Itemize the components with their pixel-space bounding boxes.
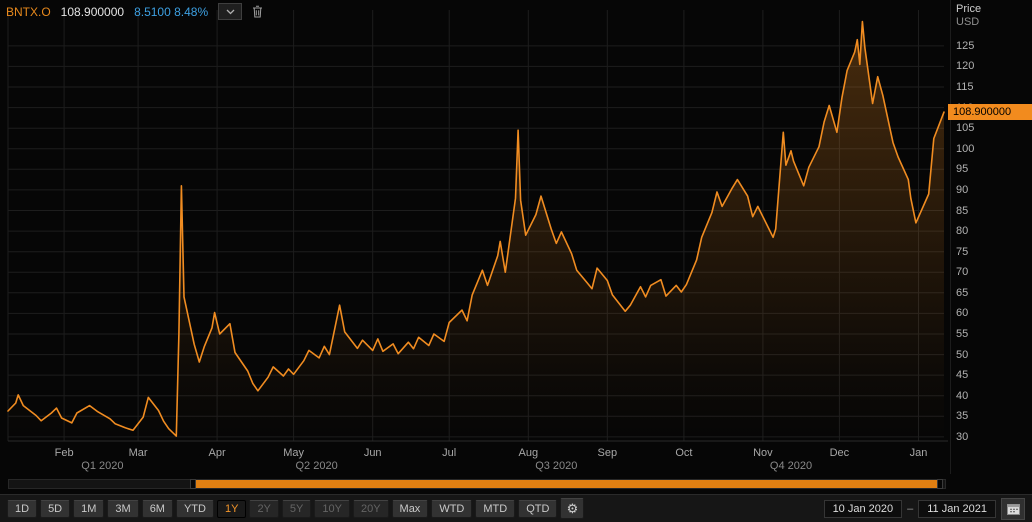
y-axis-tick-label: 55 (956, 327, 969, 340)
y-axis-tick-label: 90 (956, 183, 969, 196)
scrollbar-selected-range[interactable] (192, 480, 940, 488)
change-value: 8.5100 (134, 4, 171, 19)
price-change: 8.5100 8.48% (134, 5, 208, 19)
x-axis-month-label: Jul (442, 447, 456, 459)
time-range-scrollbar[interactable] (8, 479, 946, 489)
y-axis-tick-label: 105 (956, 122, 975, 135)
date-to-input[interactable]: 11 Jan 2021 (918, 499, 996, 518)
period-button-2y: 2Y (249, 499, 279, 518)
change-percent: 8.48% (174, 4, 209, 19)
period-button-1d[interactable]: 1D (7, 499, 38, 518)
y-axis-tick-label: 75 (956, 245, 969, 258)
chart-settings-button[interactable]: ⚙ (560, 498, 585, 519)
period-button-5d[interactable]: 5D (40, 499, 71, 518)
period-toolbar: 1D 5D 1M 3M 6M YTD 1Y 2Y 5Y 10Y 20Y Max WTD MTD QTD ⚙ … (0, 494, 1032, 522)
calendar-button[interactable] (1001, 497, 1025, 520)
x-axis-month-label: Aug (519, 447, 539, 459)
x-axis-month-label: Sep (598, 447, 618, 459)
axis-currency-label: USD (956, 16, 980, 28)
axis-price-label: Price (956, 3, 982, 15)
period-button-wtd[interactable]: WTD (431, 499, 473, 518)
period-button-10y: 10Y (314, 499, 350, 518)
period-button-1m[interactable]: 1M (73, 499, 105, 518)
scrollbar-right-handle[interactable] (937, 479, 944, 489)
price-axis[interactable]: Price USD 108.900000 30 35 40 45 50 55 60 65 70 7… (948, 0, 1032, 474)
series-line (7, 20, 945, 437)
scrollbar-left-handle[interactable] (190, 479, 197, 489)
date-range-separator: – (907, 502, 914, 515)
x-axis-month-label: Jun (364, 447, 382, 459)
period-button-ytd[interactable]: YTD (175, 499, 214, 518)
gear-icon: ⚙ (566, 500, 579, 516)
period-button-3m[interactable]: 3M (107, 499, 139, 518)
y-axis-tick-label: 45 (956, 369, 969, 382)
y-axis-tick-label: 80 (956, 225, 969, 238)
y-axis-tick-label: 30 (956, 430, 969, 443)
instrument-legend: BNTX.O 108.900000 8.5100 8.48% (6, 3, 263, 20)
y-axis-tick-label: 100 (956, 142, 975, 155)
y-axis-tick-label: 120 (956, 60, 975, 73)
period-button-max[interactable]: Max (391, 499, 429, 518)
trash-icon (253, 5, 263, 18)
period-button-5y: 5Y (281, 499, 312, 518)
y-axis-tick-label: 70 (956, 266, 969, 279)
y-axis-tick-label: 50 (956, 348, 969, 361)
x-axis-quarter-label: Q2 2020 (295, 460, 337, 472)
period-button-mtd[interactable]: MTD (475, 499, 516, 518)
y-axis-tick-label: 60 (956, 307, 969, 320)
x-axis-month-label: Apr (209, 447, 226, 459)
period-button-6m[interactable]: 6M (141, 499, 173, 518)
y-axis-tick-label: 95 (956, 163, 969, 176)
period-button-20y: 20Y (352, 499, 389, 518)
legend-dropdown-button[interactable] (218, 3, 243, 20)
calendar-icon (1006, 503, 1020, 515)
last-price-tag: 108.900000 (948, 104, 1032, 121)
period-button-group: 1D 5D 1M 3M 6M YTD 1Y 2Y 5Y 10Y 20Y Max WTD MTD QTD (7, 499, 558, 518)
y-axis-tick-label: 85 (956, 204, 969, 217)
x-axis-quarter-label: Q4 2020 (770, 460, 812, 472)
delete-series-button[interactable] (252, 5, 263, 18)
instrument-symbol: BNTX.O (6, 4, 51, 19)
x-axis-quarter-label: Q1 2020 (81, 460, 123, 472)
y-axis-tick-label: 40 (956, 389, 969, 402)
chevron-down-icon (226, 9, 235, 14)
x-axis-month-label: Dec (830, 447, 850, 459)
x-axis-month-label: Oct (675, 447, 692, 459)
price-chart[interactable]: Feb Mar Apr May Jun Jul Aug Sep Oct Nov Dec Jan Q1 2… (0, 0, 950, 474)
x-axis-month-label: Jan (910, 447, 928, 459)
x-axis-month-label: Nov (753, 447, 773, 459)
y-axis-tick-label: 35 (956, 410, 969, 423)
x-axis-month-label: Mar (129, 447, 148, 459)
y-axis-tick-label: 125 (956, 39, 975, 52)
date-from-input[interactable]: 10 Jan 2020 (823, 499, 903, 518)
period-button-qtd[interactable]: QTD (518, 499, 558, 518)
last-price: 108.900000 (60, 4, 125, 19)
x-axis-month-label: May (283, 447, 304, 459)
x-axis-quarter-label: Q3 2020 (535, 460, 577, 472)
series-area-fill (8, 21, 944, 441)
x-axis-month-label: Feb (55, 447, 74, 459)
y-axis-tick-label: 65 (956, 286, 969, 299)
period-button-1y[interactable]: 1Y (216, 499, 247, 518)
date-range-controls: 10 Jan 2020 – 11 Jan 2021 (823, 497, 1025, 520)
y-axis-tick-label: 115 (956, 81, 974, 94)
